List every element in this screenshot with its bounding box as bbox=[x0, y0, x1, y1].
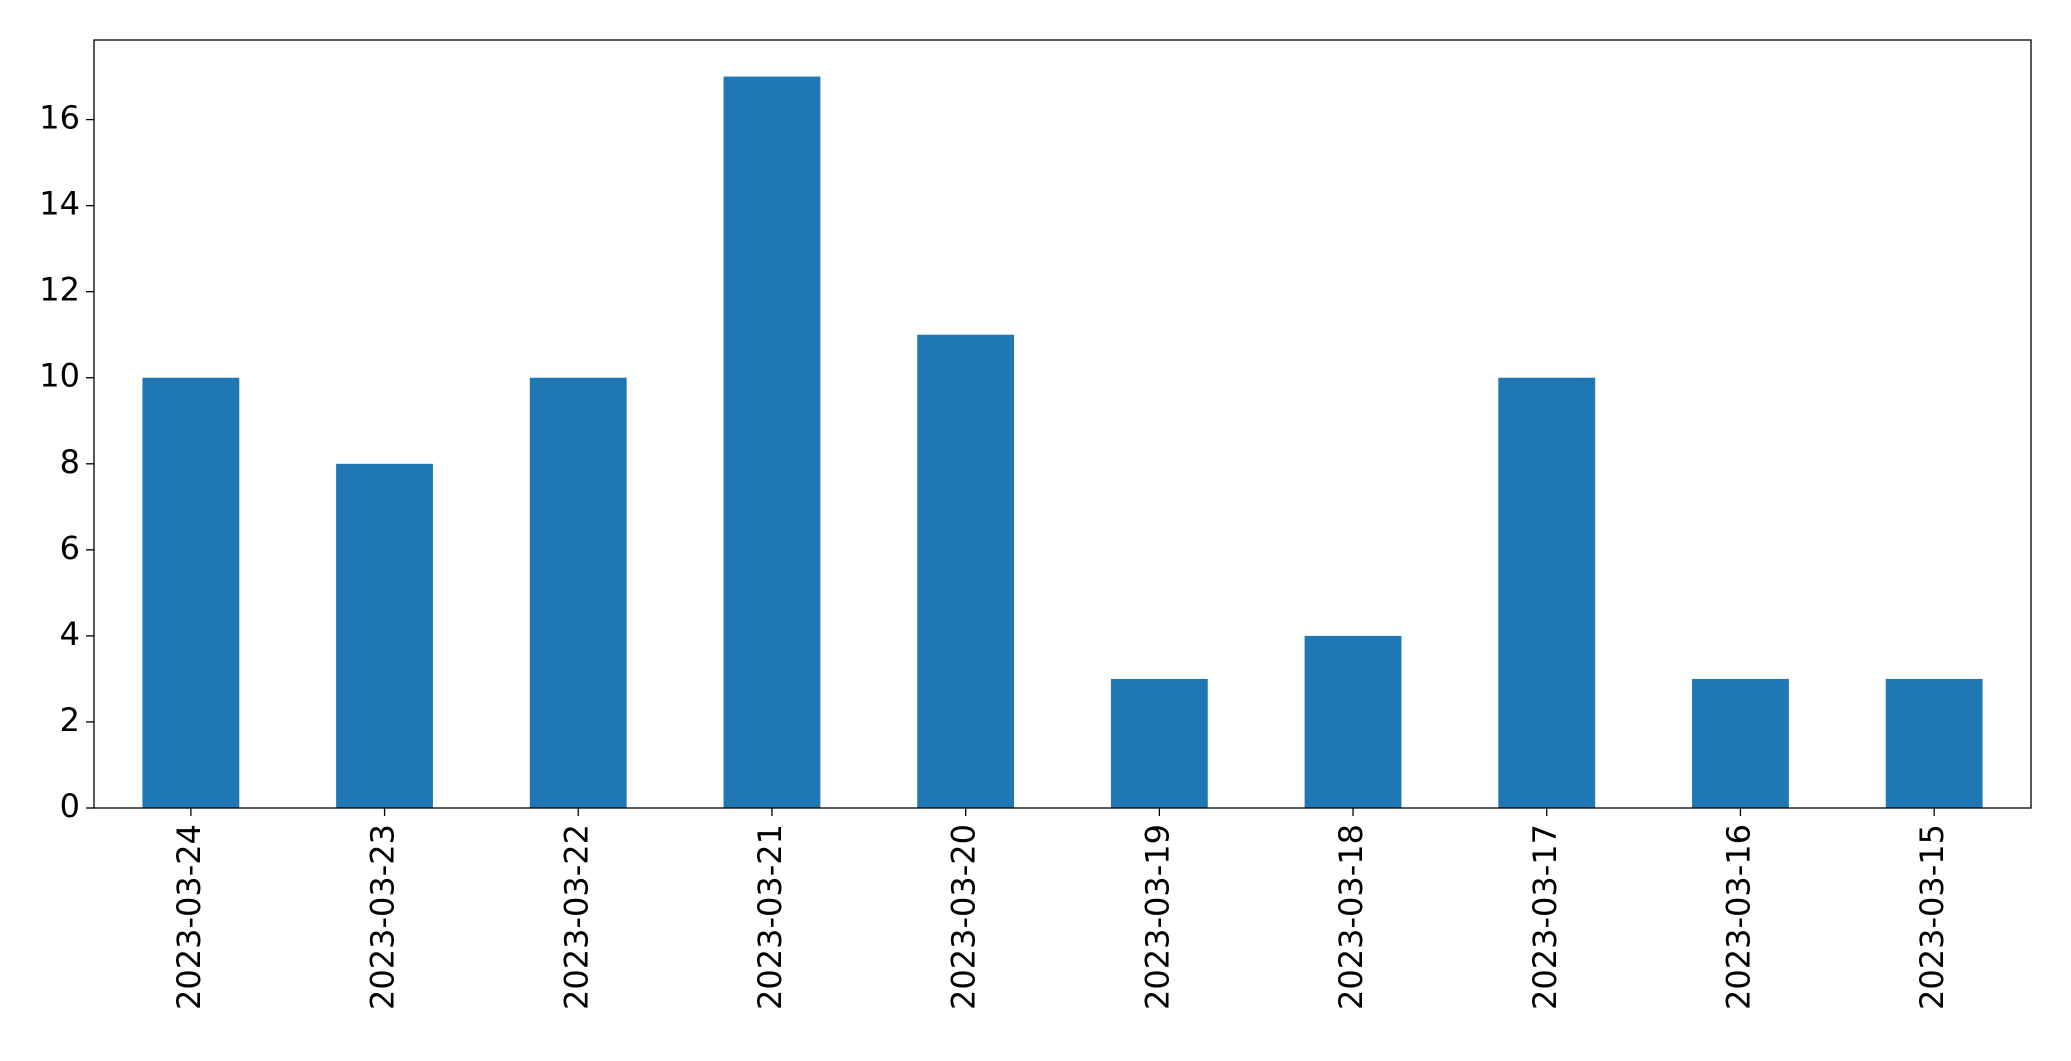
x-tick-label: 2023-03-23 bbox=[364, 824, 402, 1010]
bar bbox=[723, 76, 821, 809]
y-tick-label: 12 bbox=[39, 271, 80, 309]
bar bbox=[1692, 678, 1789, 808]
x-tick-label: 2023-03-19 bbox=[1138, 824, 1176, 1010]
x-tick-label: 2023-03-20 bbox=[945, 824, 983, 1010]
y-tick-label: 10 bbox=[39, 357, 80, 395]
x-tick-label: 2023-03-16 bbox=[1719, 824, 1757, 1010]
bar bbox=[529, 377, 627, 808]
x-tick-label: 2023-03-17 bbox=[1526, 824, 1564, 1010]
y-tick-label: 14 bbox=[39, 185, 80, 223]
y-tick-label: 2 bbox=[60, 701, 80, 739]
y-tick-label: 16 bbox=[39, 99, 80, 137]
plot-frame bbox=[93, 39, 2032, 809]
x-tick-label: 2023-03-21 bbox=[751, 824, 789, 1010]
bar bbox=[1498, 377, 1596, 808]
y-tick-label: 4 bbox=[60, 615, 80, 653]
bar bbox=[1110, 678, 1208, 808]
x-tick-label: 2023-03-15 bbox=[1913, 824, 1951, 1010]
y-tick-label: 6 bbox=[60, 529, 80, 567]
bar bbox=[917, 334, 1015, 808]
bar bbox=[142, 377, 240, 808]
y-tick-label: 0 bbox=[60, 787, 80, 825]
bar bbox=[336, 463, 433, 808]
bar bbox=[1304, 635, 1402, 808]
x-tick-label: 2023-03-22 bbox=[557, 824, 595, 1010]
x-tick-label: 2023-03-24 bbox=[170, 824, 208, 1010]
bar bbox=[1885, 678, 1983, 808]
x-tick-label: 2023-03-18 bbox=[1332, 824, 1370, 1010]
y-tick-label: 8 bbox=[60, 443, 80, 481]
